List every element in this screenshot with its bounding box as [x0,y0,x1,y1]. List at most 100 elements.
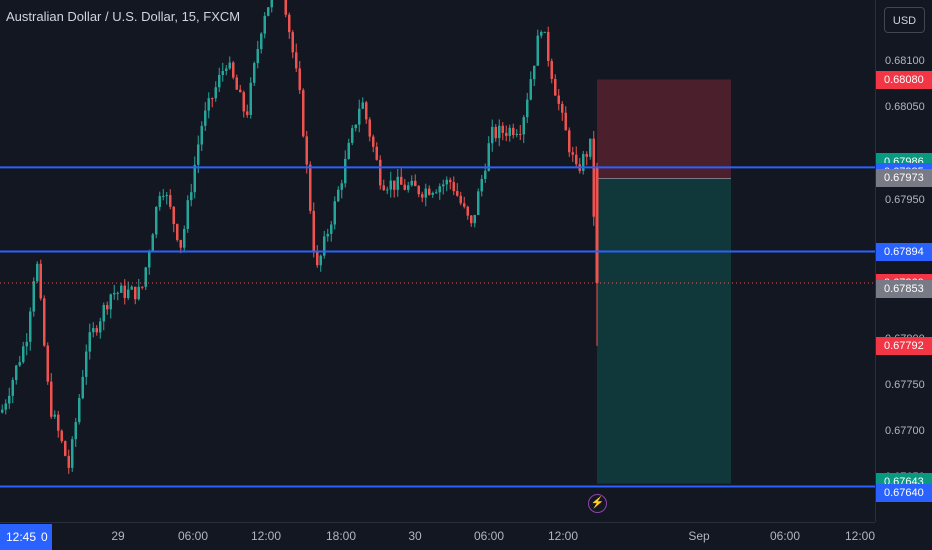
candle [176,224,179,240]
candle [403,184,406,190]
candle [505,132,508,136]
candle [179,239,182,248]
candle [137,286,140,300]
candle [71,439,74,468]
candle [270,0,273,8]
time-label: 06:00 [769,529,801,543]
candle [491,126,494,144]
candle [288,14,291,33]
candle [256,49,259,64]
candle [172,206,175,225]
candle [498,125,501,139]
price-tick-label: 0.67950 [885,193,925,206]
candle [134,286,137,300]
current-time-suffix: 0 [41,530,48,544]
candle [253,63,256,83]
candle [81,376,84,399]
candle [466,206,469,216]
candle [456,191,459,196]
candle [106,304,109,310]
candle [449,179,452,183]
candle [186,200,189,229]
candle [589,138,592,157]
candle [148,252,151,268]
candle [557,95,560,104]
candle [379,159,382,186]
candle [382,185,385,191]
candle [512,127,515,136]
time-label: 18:00 [325,529,357,543]
candle [368,119,371,137]
candle [323,236,326,256]
candle [564,112,567,131]
candle [193,164,196,193]
candle [74,422,77,440]
candle [67,455,70,468]
price-tag: 0.67792 [876,336,932,355]
candle [526,99,529,118]
candle [60,430,63,442]
candle [246,111,249,115]
chart-title: Australian Dollar / U.S. Dollar, 15, FXC… [6,9,241,24]
candle [291,32,294,53]
candle [1,409,4,413]
candle [225,68,228,71]
price-tag: 0.67640 [876,483,932,502]
candle [11,379,14,396]
candle [249,82,252,115]
price-tag: 0.67894 [876,242,932,261]
candle [22,346,25,363]
candle [46,345,49,382]
candle [85,351,88,377]
chart-canvas[interactable] [0,0,875,522]
candle [169,195,172,207]
candle [438,186,441,193]
take-profit-zone [597,178,731,484]
candle [592,138,595,217]
candle [43,298,46,346]
candle [228,62,231,69]
candle [99,321,102,333]
lightning-icon[interactable]: ⚡ [588,494,607,513]
candle [95,328,98,333]
price-tick-label: 0.67700 [885,425,925,437]
candle [53,414,56,417]
candle [333,201,336,225]
candle [295,52,298,69]
candle [214,87,217,99]
candle [417,186,420,195]
candle [407,185,410,190]
candle [123,285,126,299]
chart-area[interactable]: Australian Dollar / U.S. Dollar, 15, FXC… [0,0,875,522]
candle [554,78,557,96]
candle [330,224,333,234]
candle [211,98,214,100]
candle [144,267,147,287]
candle [515,133,518,136]
candle [267,7,270,16]
candle [92,328,95,333]
candle [582,154,585,171]
price-axis[interactable]: USD 0.681000.680500.679500.678000.677500… [875,0,932,522]
time-label: 12:00 [844,529,876,543]
candle [550,60,553,79]
candle [162,195,165,197]
candle [442,184,445,187]
price-tag: 0.67853 [876,280,932,299]
candle [421,194,424,198]
candle [120,285,123,293]
price-tick-label: 0.68100 [885,55,925,67]
candle [428,188,431,195]
candle [309,164,312,211]
candle [207,98,210,111]
candle [239,89,242,93]
candle [414,180,417,187]
candle [158,196,161,207]
candle [365,102,368,120]
time-axis[interactable]: 12:45 0 29 06:00 12:00 18:00 30 06:00 12:00 Sep 0… [0,522,875,550]
candle [480,178,483,192]
candle [540,32,543,36]
candle [319,255,322,266]
price-tick-label: 0.68050 [885,101,925,114]
currency-selector[interactable]: USD [884,7,925,33]
